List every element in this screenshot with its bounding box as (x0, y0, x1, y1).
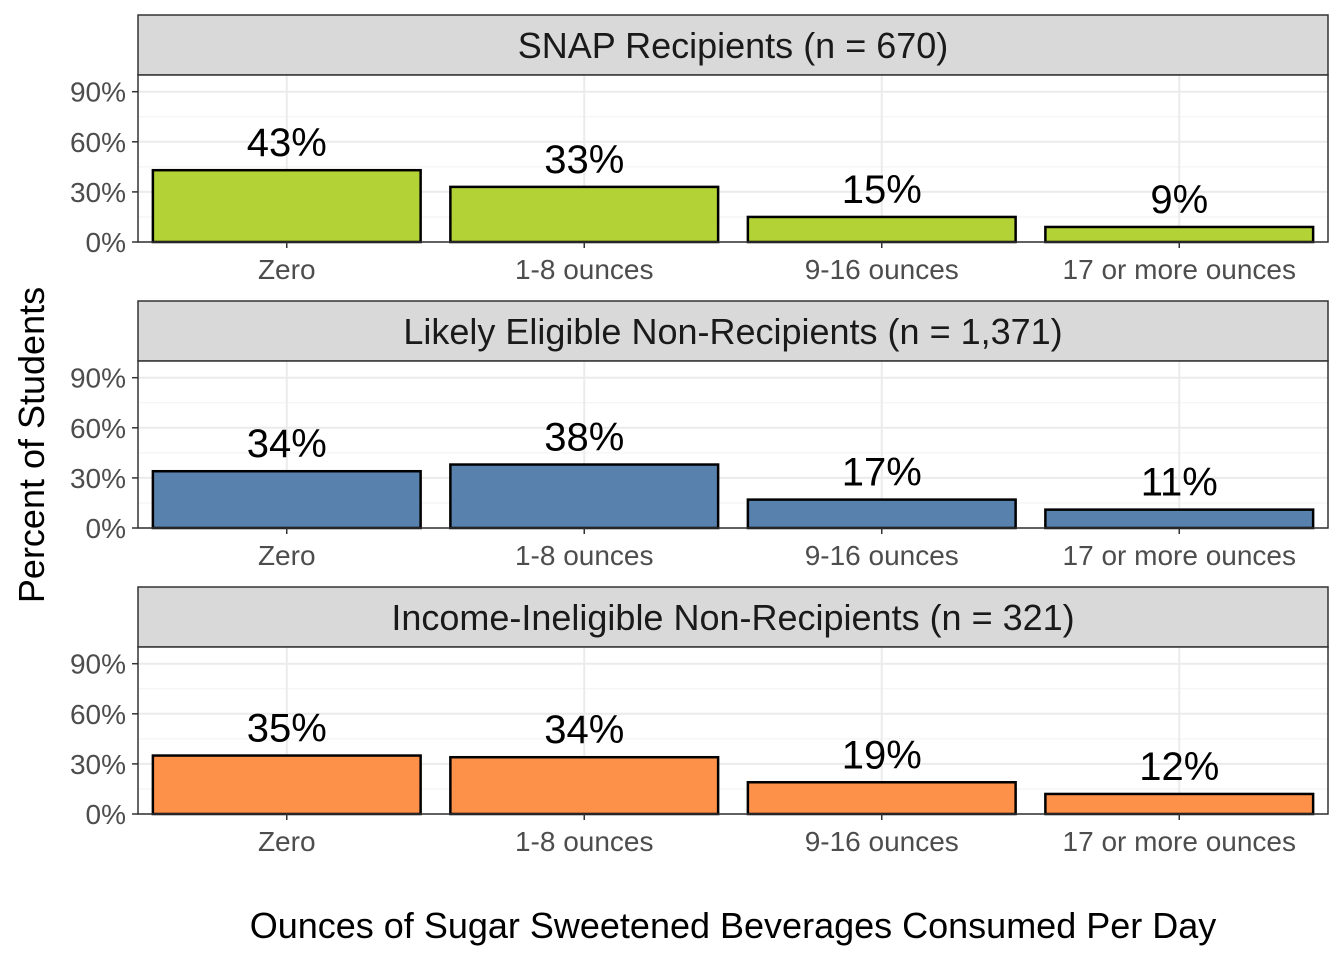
bar (746, 215, 1017, 244)
panel-1: SNAP Recipients (n = 670) 43% 33% 15% 9% 0% 30… (70, 14, 1329, 285)
panel-title: SNAP Recipients (n = 670) (518, 25, 949, 66)
y-tick-label: 90% (70, 363, 126, 394)
y-tick-label: 0% (86, 799, 126, 830)
panel-strip (137, 14, 1329, 76)
x-tick-label: Zero (258, 826, 316, 857)
panel-border (137, 360, 1329, 529)
bar (151, 168, 422, 244)
panel-3: Income-Ineligible Non-Recipients (n = 32… (70, 586, 1329, 857)
bar (449, 463, 720, 530)
data-label: 11% (1141, 461, 1218, 505)
x-axis-title: Ounces of Sugar Sweetened Beverages Cons… (250, 905, 1217, 946)
x-tick-label: 9-16 ounces (805, 254, 959, 285)
y-tick-label: 60% (70, 413, 126, 444)
bar (746, 498, 1017, 530)
x-tick-label: 9-16 ounces (805, 826, 959, 857)
x-tick-label: 17 or more ounces (1063, 826, 1296, 857)
chart-panels: SNAP Recipients (n = 670) 43% 33% 15% 9% 0% 30… (70, 14, 1329, 857)
bar (1044, 792, 1315, 816)
panel-border (137, 74, 1329, 243)
x-tick-label: 1-8 ounces (515, 540, 654, 571)
y-tick-label: 90% (70, 77, 126, 108)
x-tick-label: 17 or more ounces (1063, 254, 1296, 285)
data-label: 9% (1150, 178, 1208, 222)
data-label: 12% (1139, 745, 1219, 789)
y-axis-title: Percent of Students (11, 287, 52, 603)
y-tick-label: 60% (70, 699, 126, 730)
bar (151, 469, 422, 530)
panel-border (137, 646, 1329, 815)
y-tick-label: 30% (70, 749, 126, 780)
bar (151, 754, 422, 816)
x-tick-label: 1-8 ounces (515, 826, 654, 857)
bar (449, 185, 720, 244)
x-tick-label: 9-16 ounces (805, 540, 959, 571)
panel-title: Likely Eligible Non-Recipients (n = 1,37… (403, 311, 1062, 352)
panel-2: Likely Eligible Non-Recipients (n = 1,37… (70, 300, 1329, 571)
y-tick-label: 90% (70, 649, 126, 680)
bar (449, 755, 720, 816)
y-tick-label: 0% (86, 227, 126, 258)
data-label: 38% (544, 416, 624, 460)
data-label: 33% (544, 138, 624, 182)
panel-title: Income-Ineligible Non-Recipients (n = 32… (391, 597, 1074, 638)
y-tick-label: 60% (70, 127, 126, 158)
x-tick-label: 1-8 ounces (515, 254, 654, 285)
x-tick-label: Zero (258, 540, 316, 571)
bar (1044, 225, 1315, 244)
data-label: 43% (247, 121, 327, 165)
x-tick-label: 17 or more ounces (1063, 540, 1296, 571)
bar (746, 781, 1017, 816)
y-tick-label: 0% (86, 513, 126, 544)
x-tick-label: Zero (258, 254, 316, 285)
data-label: 35% (247, 707, 327, 751)
panel-strip (137, 586, 1329, 648)
y-tick-label: 30% (70, 463, 126, 494)
data-label: 34% (247, 422, 327, 466)
data-label: 34% (544, 708, 624, 752)
data-label: 15% (842, 168, 922, 212)
y-tick-label: 30% (70, 177, 126, 208)
data-label: 17% (842, 451, 922, 495)
panel-strip (137, 300, 1329, 362)
bar (1044, 508, 1315, 530)
data-label: 19% (842, 733, 922, 777)
